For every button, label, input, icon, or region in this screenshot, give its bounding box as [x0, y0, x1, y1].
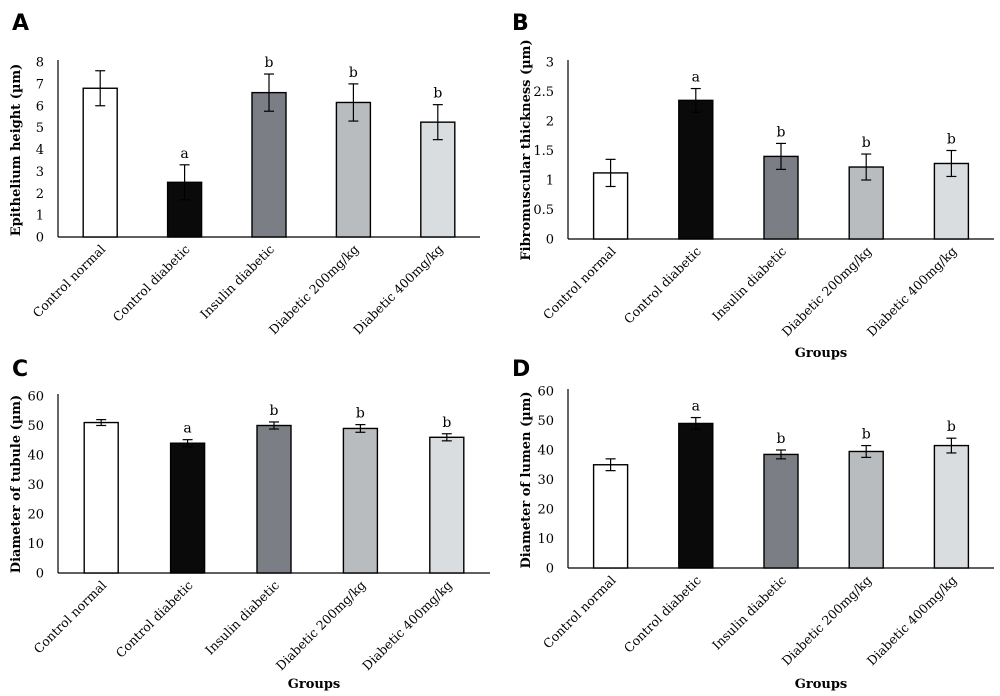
category-label: Control diabetic [113, 578, 196, 661]
bar [592, 464, 629, 569]
panel-letter-b: B [512, 11, 529, 36]
y-tick-label: 8 [36, 56, 44, 71]
category-label: Diabetic 400mg/kg [350, 242, 446, 338]
panel-a: A 0 1 2 3 4 5 6 7 8 Epithelium height (µm) Control… [9, 11, 480, 337]
significance-label: a [692, 70, 700, 86]
category-label: Diabetic 400mg/kg [359, 578, 455, 674]
significance-label: a [180, 146, 188, 162]
category-label: Diabetic 400mg/kg [864, 573, 960, 669]
significance-label: b [947, 132, 956, 148]
significance-label: b [777, 431, 786, 447]
bar [251, 91, 287, 238]
category-label: Control diabetic [621, 244, 704, 327]
y-tick-label: 40 [537, 444, 554, 459]
y-tick-label: 4 [36, 143, 44, 158]
category-label: Insulin diabetic [202, 578, 282, 658]
significance-label: b [862, 135, 871, 151]
bar [429, 436, 465, 574]
y-tick-label: 0.5 [533, 203, 554, 218]
x-axis-label: Groups [288, 677, 340, 692]
significance-label: b [442, 415, 451, 431]
category-label: Diabetic 200mg/kg [273, 578, 369, 674]
significance-label: b [270, 403, 279, 419]
bar [335, 101, 372, 238]
bar [169, 442, 206, 574]
x-axis-label: Groups [795, 346, 847, 361]
significance-label: b [265, 55, 274, 71]
y-tick-label: 2 [36, 187, 44, 202]
category-label: Control diabetic [110, 242, 193, 325]
y-tick-label: 10 [537, 532, 554, 547]
y-tick-label: 0 [36, 567, 44, 582]
panel-b: B 0 0.5 1 1.5 2 2.5 3 Fibromuscular thickness (… [512, 11, 994, 361]
y-tick-label: 30 [537, 473, 554, 488]
bar [763, 453, 799, 569]
panel-letter-c: C [12, 357, 28, 382]
significance-label: b [433, 86, 442, 102]
y-tick-label: 40 [27, 449, 44, 464]
y-axis-label: Diameter of tubule (µm) [9, 395, 24, 573]
category-label: Diabetic 200mg/kg [779, 573, 875, 669]
panel-letter-a: A [12, 11, 29, 36]
bar [342, 427, 379, 574]
y-tick-label: 7 [36, 77, 44, 92]
y-tick-label: 0 [546, 233, 554, 248]
category-label: Diabetic 200mg/kg [779, 244, 875, 340]
bar [678, 422, 714, 569]
category-label: Control normal [540, 244, 619, 323]
y-tick-label: 10 [27, 537, 44, 552]
category-label: Control normal [540, 573, 619, 652]
category-label: Insulin diabetic [197, 242, 277, 322]
x-axis-label: Groups [795, 677, 847, 692]
significance-label: a [692, 399, 700, 415]
bar [82, 87, 118, 238]
significance-label: b [947, 419, 956, 435]
significance-label: b [777, 124, 786, 140]
y-tick-label: 1 [546, 174, 554, 189]
bar [678, 99, 714, 240]
category-label: Diabetic 200mg/kg [266, 242, 362, 338]
category-label: Insulin diabetic [709, 244, 789, 324]
y-tick-label: 50 [27, 419, 44, 434]
y-tick-label: 6 [36, 99, 44, 114]
y-tick-label: 20 [537, 503, 554, 518]
y-tick-label: 5 [36, 121, 44, 136]
y-tick-label: 20 [27, 508, 44, 523]
y-tick-label: 50 [537, 414, 554, 429]
bar [83, 421, 119, 574]
y-tick-label: 3 [36, 165, 44, 180]
y-tick-label: 3 [546, 56, 554, 71]
significance-label: b [862, 427, 871, 443]
y-tick-label: 0 [546, 562, 554, 577]
y-axis-label: Epithelium height (µm) [9, 64, 24, 237]
y-tick-label: 1 [36, 209, 44, 224]
category-label: Control normal [29, 242, 108, 321]
category-label: Control normal [30, 578, 109, 657]
category-label: Insulin diabetic [709, 573, 789, 653]
bar [420, 121, 456, 238]
y-tick-label: 1.5 [533, 144, 554, 159]
y-axis-label: Diameter of lumen (µm) [519, 391, 534, 568]
panel-letter-d: D [512, 357, 530, 382]
bar [848, 450, 884, 569]
category-label: Diabetic 400mg/kg [864, 244, 960, 340]
y-axis-label: Fibromuscular thickness (µm) [519, 39, 534, 260]
y-tick-label: 60 [537, 385, 554, 400]
significance-label: a [183, 421, 191, 437]
bar [933, 444, 970, 569]
y-tick-label: 30 [27, 478, 44, 493]
y-tick-label: 60 [27, 390, 44, 405]
y-tick-label: 0 [36, 231, 44, 246]
significance-label: b [356, 406, 365, 422]
category-label: Control diabetic [621, 573, 704, 656]
bar [763, 155, 799, 240]
y-tick-label: 2.5 [533, 85, 554, 100]
significance-label: b [349, 65, 358, 81]
y-tick-label: 2 [546, 115, 554, 130]
bar [256, 424, 292, 574]
